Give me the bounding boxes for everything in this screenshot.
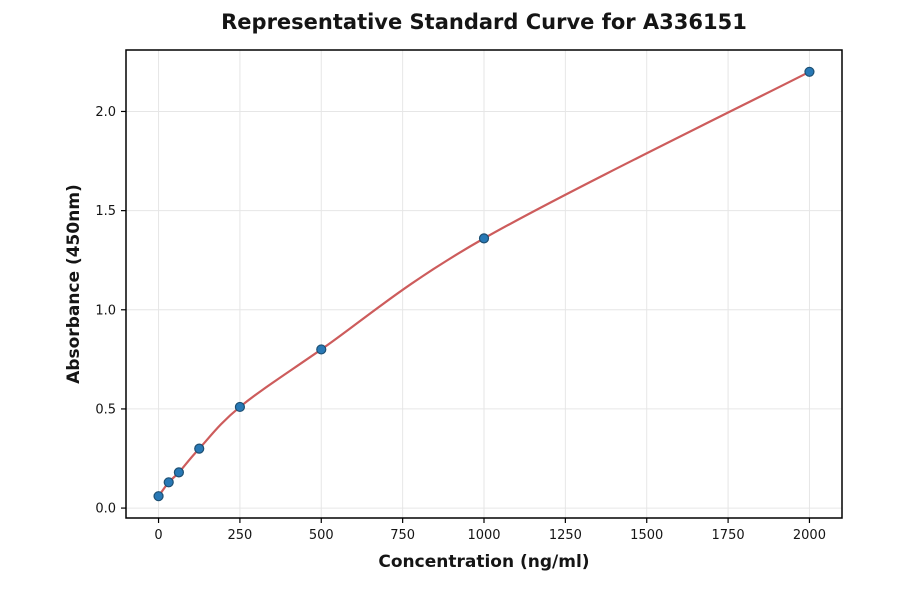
x-tick-label: 1500 — [630, 528, 663, 543]
x-tick-label: 1750 — [712, 528, 745, 543]
data-point — [153, 491, 164, 502]
data-point — [804, 66, 815, 77]
x-tick-label: 500 — [309, 528, 334, 543]
data-point — [234, 401, 246, 413]
plot-frame — [125, 49, 843, 519]
x-tick-label: 1000 — [467, 528, 500, 543]
x-tick-label: 1250 — [549, 528, 582, 543]
data-point — [173, 467, 184, 478]
data-point — [163, 477, 174, 488]
data-point — [316, 344, 327, 355]
y-tick-label: 2.0 — [95, 105, 116, 120]
fit-curve — [157, 70, 810, 497]
x-tick-label: 2000 — [793, 528, 826, 543]
y-tick-label: 0.5 — [95, 402, 116, 417]
y-tick-label: 1.0 — [95, 303, 116, 318]
data-point — [194, 443, 205, 454]
plot-area: 0 250 500 750 1000 1250 1500 1750 2000 0.0 0.5 1.0 1… — [95, 49, 843, 543]
y-tick-label: 0.0 — [95, 502, 116, 517]
y-tick-label: 1.5 — [95, 204, 116, 219]
chart-title: Representative Standard Curve for A33615… — [221, 10, 747, 34]
x-tick-label: 0 — [154, 528, 162, 543]
data-point — [478, 233, 490, 244]
x-tick-label: 250 — [227, 528, 252, 543]
x-tick-label: 750 — [390, 528, 415, 543]
x-axis-label: Concentration (ng/ml) — [378, 552, 590, 572]
